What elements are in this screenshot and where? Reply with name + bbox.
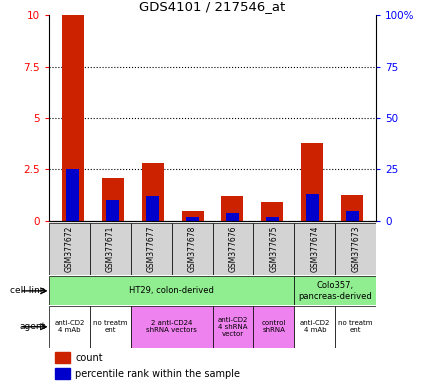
Bar [212, 223, 253, 275]
Bar [335, 306, 376, 348]
Text: count: count [75, 353, 103, 362]
Bar [253, 306, 294, 348]
Bar [212, 306, 253, 348]
Bar [346, 210, 359, 221]
Bar [294, 276, 376, 305]
Bar [49, 306, 90, 348]
Bar [186, 217, 199, 221]
Text: GSM377673: GSM377673 [351, 225, 360, 272]
Text: no treatm
ent: no treatm ent [93, 320, 128, 333]
Bar [49, 223, 90, 275]
Bar [266, 217, 279, 221]
Bar [226, 213, 239, 221]
Bar [253, 223, 294, 275]
Bar [131, 223, 172, 275]
Bar [335, 223, 376, 275]
Text: no treatm
ent: no treatm ent [338, 320, 373, 333]
Text: GSM377678: GSM377678 [187, 225, 196, 272]
Bar [146, 196, 159, 221]
Bar [221, 196, 244, 221]
Text: 2 anti-CD24
shRNA vectors: 2 anti-CD24 shRNA vectors [146, 320, 197, 333]
Text: control
shRNA: control shRNA [262, 320, 286, 333]
Bar [142, 163, 164, 221]
Bar [341, 195, 363, 221]
Text: GSM377672: GSM377672 [65, 225, 74, 272]
Text: percentile rank within the sample: percentile rank within the sample [75, 369, 240, 379]
Text: anti-CD2
4 shRNA
vector: anti-CD2 4 shRNA vector [218, 317, 248, 337]
Bar [49, 276, 294, 305]
Bar [294, 223, 335, 275]
Bar [181, 210, 204, 221]
Bar [102, 178, 124, 221]
Bar [172, 223, 212, 275]
Text: GSM377676: GSM377676 [229, 225, 238, 272]
Text: GSM377671: GSM377671 [106, 225, 115, 272]
Text: anti-CD2
4 mAb: anti-CD2 4 mAb [300, 320, 330, 333]
Bar [106, 200, 119, 221]
Bar [62, 15, 84, 221]
Bar [90, 223, 131, 275]
Text: GSM377674: GSM377674 [310, 225, 319, 272]
Text: GSM377677: GSM377677 [147, 225, 156, 272]
Bar [301, 143, 323, 221]
Text: GSM377675: GSM377675 [269, 225, 278, 272]
Bar [55, 368, 70, 379]
Bar [294, 306, 335, 348]
Bar [261, 202, 283, 221]
Text: anti-CD2
4 mAb: anti-CD2 4 mAb [54, 320, 85, 333]
Title: GDS4101 / 217546_at: GDS4101 / 217546_at [139, 0, 286, 13]
Bar [55, 352, 70, 363]
Text: Colo357,
pancreas-derived: Colo357, pancreas-derived [298, 281, 372, 301]
Text: agent: agent [20, 322, 45, 331]
Bar [131, 306, 212, 348]
Text: cell line: cell line [10, 286, 45, 295]
Bar [66, 169, 79, 221]
Bar [90, 306, 131, 348]
Bar [306, 194, 319, 221]
Text: HT29, colon-derived: HT29, colon-derived [129, 286, 214, 295]
